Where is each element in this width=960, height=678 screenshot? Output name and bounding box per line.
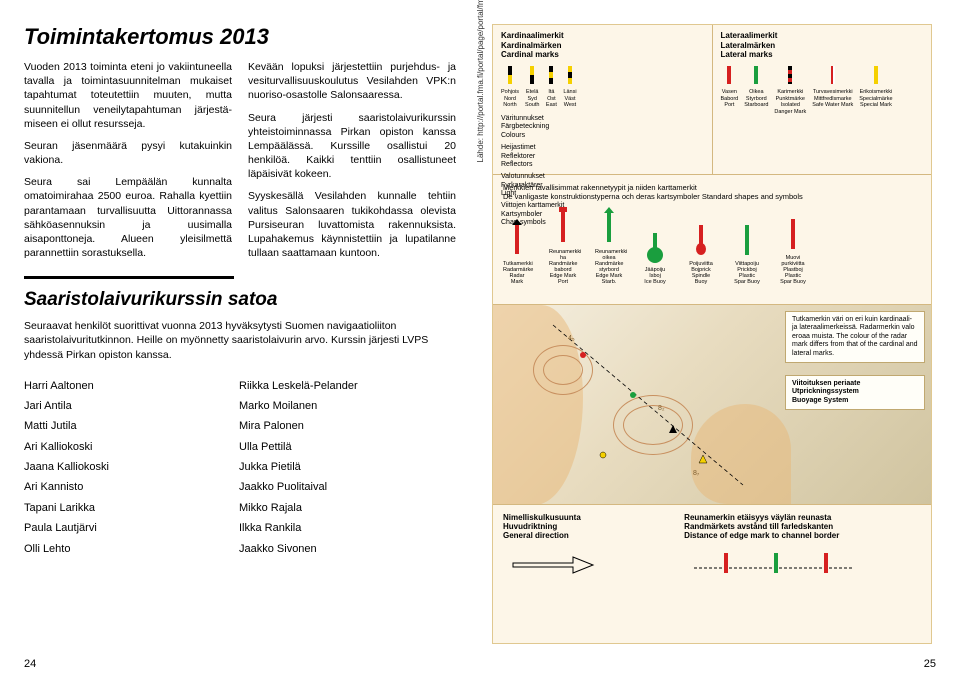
svg-text:8₂: 8₂ bbox=[658, 405, 665, 412]
name: Tapani Larikka bbox=[24, 498, 239, 518]
edge-distance-diagram-icon bbox=[684, 543, 864, 593]
body-p2: Seuran jäsenmäärä pysyi kutakuin­kin vak… bbox=[24, 139, 232, 167]
west-label: Länsi Väst West bbox=[563, 89, 576, 109]
body-p3: Seura sai Lempäälän kunnalta omatoimirah… bbox=[24, 175, 232, 260]
source-citation: Lähde: http://portal.fma.fi/portal/page/… bbox=[476, 0, 485, 162]
name: Jaakko Puolitaival bbox=[239, 477, 454, 497]
symbol-heading: Viittojen karttamerkit Kartsymboler Char… bbox=[501, 202, 704, 227]
name: Mira Palonen bbox=[239, 416, 454, 436]
safewater-label: Turvavesi­merkki Mittfredls­marke Safe W… bbox=[812, 89, 853, 109]
lateral-heading: Lateraalimerkit Lateralmärken Lateral ma… bbox=[721, 31, 924, 60]
special-mark-icon bbox=[874, 66, 878, 84]
section-divider bbox=[24, 276, 234, 279]
safewater-mark-icon bbox=[831, 66, 835, 84]
sym-label: Reunamerkki ha Randmärke babord Edge Mar… bbox=[549, 249, 577, 285]
sym-radar: Tutkamerkki Radarmärke Radar Mark bbox=[503, 219, 531, 285]
general-direction-heading: Nimelliskulkusuunta Huvudriktning Genera… bbox=[503, 513, 672, 540]
buoyage-chart: Kardinaalimerkit Kardinalmärken Cardinal… bbox=[492, 24, 932, 644]
light-heading: Valotunnukset Fyrkaraktärer Light bbox=[501, 173, 704, 198]
buoyage-map: 4₅ 8₂ 8₇ Tutkamerkin väri on eri kuin ka… bbox=[493, 305, 931, 505]
body-columns: Vuoden 2013 toiminta eteni jo vakiintune… bbox=[24, 60, 456, 268]
name: Ari Kalliokoski bbox=[24, 437, 239, 457]
name: Jukka Pietilä bbox=[239, 457, 454, 477]
danger-label: Karimerkki Punktmärke Isolated Danger Ma… bbox=[774, 89, 806, 115]
cardinal-heading: Kardinaalimerkit Kardinalmärken Cardinal… bbox=[501, 31, 704, 60]
sym-label: Muovi purkiviitta Plastboj Plastic Spar … bbox=[779, 255, 807, 285]
south-mark-icon bbox=[530, 66, 534, 84]
direction-arrow-icon bbox=[503, 543, 603, 583]
buoyage-system-box: Viitoituksen periaate Utprickningssystem… bbox=[785, 375, 925, 410]
name: Ulla Pettilä bbox=[239, 437, 454, 457]
right-page: Lähde: http://portal.fma.fi/portal/page/… bbox=[480, 0, 960, 678]
east-mark-icon bbox=[549, 66, 553, 84]
starboard-label: Oikea Styrbord Starboard bbox=[744, 89, 768, 109]
east-label: Itä Ost East bbox=[545, 89, 557, 109]
name: Ari Kannisto bbox=[24, 477, 239, 497]
name: Mikko Rajala bbox=[239, 498, 454, 518]
body-p1: Vuoden 2013 toiminta eteni jo vakiintune… bbox=[24, 60, 232, 131]
name: Jaakko Sivonen bbox=[239, 539, 454, 559]
reflector-heading: Heijastimet Reflektorer Reflectors bbox=[501, 144, 704, 169]
intro-text: Seuraavat henkilöt suorittivat vuonna 20… bbox=[24, 319, 454, 362]
subtitle: Saaristolaivurikurssin satoa bbox=[24, 289, 456, 311]
names-col-left: Harri Aaltonen Jari Antila Matti Jutila … bbox=[24, 376, 239, 559]
name: Marko Moilanen bbox=[239, 396, 454, 416]
sym-label: Poijuviitta Bojprick Spindle Buoy bbox=[687, 261, 715, 285]
names-table: Harri Aaltonen Jari Antila Matti Jutila … bbox=[24, 376, 456, 559]
sym-label: Reunamerkki oikea Randmärke styrbord Edg… bbox=[595, 249, 623, 285]
marks-header-row: Kardinaalimerkit Kardinalmärken Cardinal… bbox=[493, 25, 931, 175]
port-label: Vasen Babord Port bbox=[721, 89, 739, 109]
body-p6: Syyskesällä Vesilahden kunnalle tehtiin … bbox=[248, 189, 456, 260]
sym-spar1: Viittapoiju Prickboj Plastic Spar Buoy bbox=[733, 219, 761, 285]
sym-label: Viittapoiju Prickboj Plastic Spar Buoy bbox=[733, 261, 761, 285]
map-info-box: Tutkamerkin väri on eri kuin kardinaali-… bbox=[785, 311, 925, 363]
north-mark-icon bbox=[508, 66, 512, 84]
sym-spar2: Muovi purkiviitta Plastboj Plastic Spar … bbox=[779, 213, 807, 285]
name: Jari Antila bbox=[24, 396, 239, 416]
starboard-mark-icon bbox=[754, 66, 758, 84]
sym-icebuoy: Jääpoiju Isboj Ice Buoy bbox=[641, 225, 669, 285]
lateral-icons: Vasen Babord Port Oikea Styrbord Starboa… bbox=[721, 64, 924, 116]
left-page: Toimintakertomus 2013 Vuoden 2013 toimin… bbox=[0, 0, 480, 678]
sym-spindle: Poijuviitta Bojprick Spindle Buoy bbox=[687, 219, 715, 285]
name: Riikka Leskelä-Pelander bbox=[239, 376, 454, 396]
lateral-marks-panel: Lateraalimerkit Lateralmärken Lateral ma… bbox=[713, 25, 932, 174]
main-title: Toimintakertomus 2013 bbox=[24, 24, 456, 50]
south-label: Etelä Syd South bbox=[525, 89, 539, 109]
map-buoys-icon: 4₅ 8₂ 8₇ bbox=[493, 305, 793, 505]
sym-label: Jääpoiju Isboj Ice Buoy bbox=[641, 267, 669, 285]
special-label: Erikoismerkki Specialmärke Special Mark bbox=[859, 89, 892, 109]
north-label: Pohjois Nord North bbox=[501, 89, 519, 109]
body-p4: Kevään lopuksi järjestettiin pur­jehdus-… bbox=[248, 60, 456, 103]
sym-label: Tutkamerkki Radarmärke Radar Mark bbox=[503, 261, 531, 285]
cardinal-marks-panel: Kardinaalimerkit Kardinalmärken Cardinal… bbox=[493, 25, 713, 174]
name: Olli Lehto bbox=[24, 539, 239, 559]
svg-text:8₇: 8₇ bbox=[693, 470, 700, 477]
page-number-right: 25 bbox=[924, 658, 936, 670]
names-col-right: Riikka Leskelä-Pelander Marko Moilanen M… bbox=[239, 376, 454, 559]
cardinal-icons: Pohjois Nord North Etelä Syd South Itä O… bbox=[501, 64, 704, 109]
edge-distance-heading: Reunamerkin etäisyys väylän reunasta Ran… bbox=[684, 513, 921, 540]
name: Ilkka Rankila bbox=[239, 518, 454, 538]
west-mark-icon bbox=[568, 66, 572, 84]
danger-mark-icon bbox=[788, 66, 792, 84]
name: Paula Lautjärvi bbox=[24, 518, 239, 538]
page-number-left: 24 bbox=[24, 658, 36, 670]
name: Harri Aaltonen bbox=[24, 376, 239, 396]
body-p5: Seura järjesti saaristolaivurikurssin yh… bbox=[248, 111, 456, 182]
name: Jaana Kalliokoski bbox=[24, 457, 239, 477]
svg-text:4₅: 4₅ bbox=[568, 335, 575, 342]
port-mark-icon bbox=[727, 66, 731, 84]
name: Matti Jutila bbox=[24, 416, 239, 436]
colortone-heading: Väritunnukset Färgbeteckning Colours bbox=[501, 115, 704, 140]
bottom-panel: Nimelliskulkusuunta Huvudriktning Genera… bbox=[493, 505, 931, 635]
